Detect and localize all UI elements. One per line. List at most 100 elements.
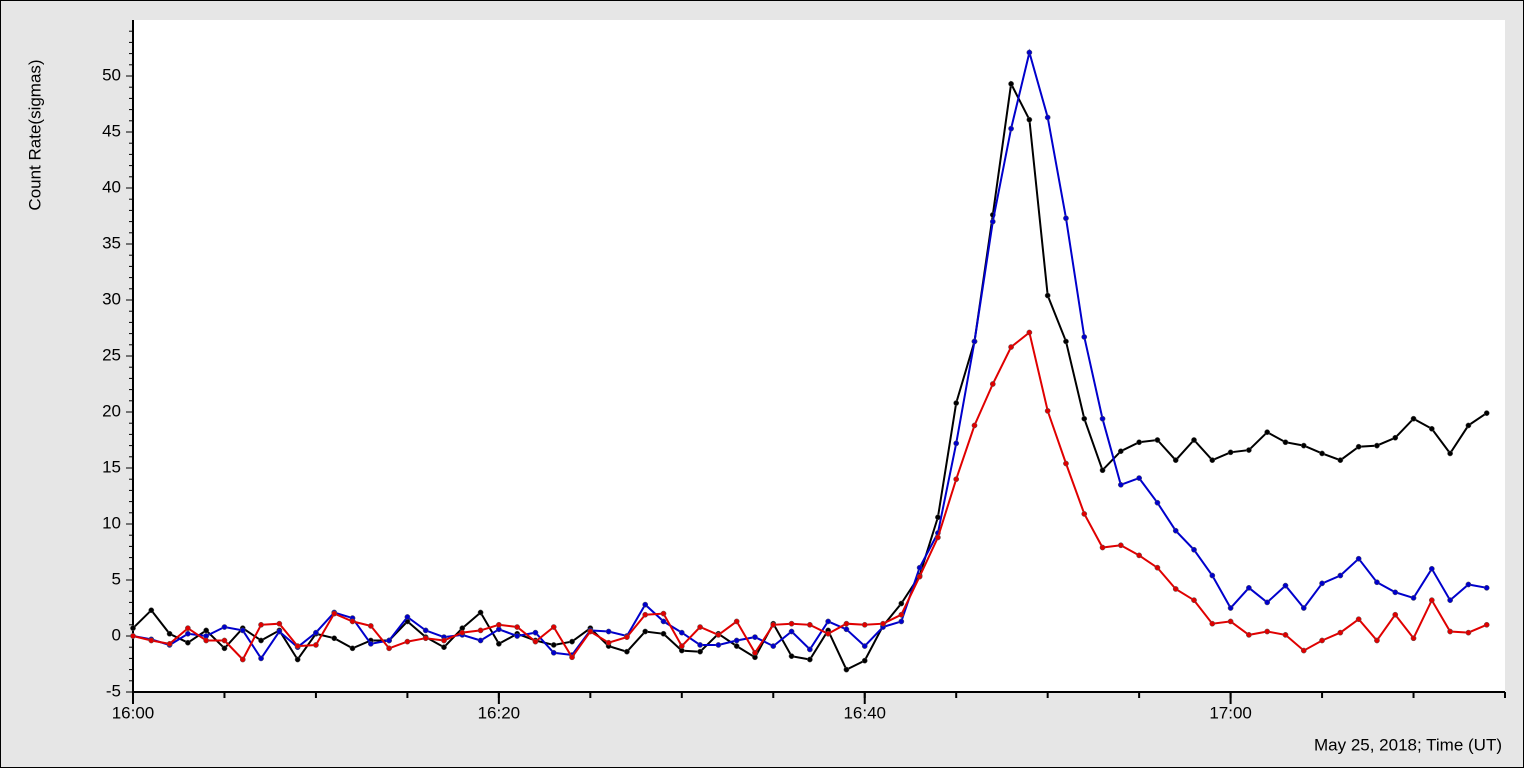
data-point	[1392, 434, 1399, 441]
data-point	[605, 628, 612, 635]
data-point	[989, 218, 996, 225]
data-point	[807, 656, 813, 663]
data-point	[331, 610, 338, 617]
data-point	[935, 534, 941, 541]
x-tick-label: 16:40	[843, 703, 886, 722]
data-point	[660, 618, 667, 625]
data-point	[1136, 552, 1142, 559]
data-point	[276, 620, 283, 627]
data-point	[148, 607, 155, 614]
data-point	[788, 653, 795, 660]
data-point	[221, 645, 228, 652]
data-point	[258, 655, 264, 662]
data-point	[733, 618, 740, 625]
y-tick-label: 10	[102, 513, 121, 532]
data-point	[1026, 116, 1033, 123]
data-point	[880, 620, 886, 627]
data-point	[1465, 629, 1472, 636]
data-point	[514, 633, 521, 639]
data-point	[514, 624, 521, 630]
data-point	[331, 635, 338, 642]
data-point	[770, 621, 777, 628]
data-point	[825, 630, 831, 637]
data-point	[1483, 584, 1490, 591]
y-tick-label: 5	[112, 569, 121, 588]
data-point	[1483, 410, 1490, 416]
data-point	[1172, 586, 1179, 592]
data-point	[1191, 437, 1197, 443]
data-point	[807, 646, 813, 653]
data-point	[733, 637, 740, 644]
data-point	[569, 638, 575, 645]
data-point	[624, 648, 630, 655]
data-point	[1465, 581, 1472, 588]
data-point	[166, 640, 173, 647]
data-point	[276, 628, 283, 635]
data-point	[1355, 616, 1362, 623]
y-tick-label: 50	[102, 65, 121, 84]
data-point	[258, 621, 264, 628]
data-point	[697, 624, 703, 630]
data-point	[1264, 599, 1271, 606]
data-point	[624, 634, 630, 640]
data-point	[550, 649, 557, 656]
data-point	[477, 637, 484, 644]
data-point	[843, 666, 850, 673]
data-point	[1227, 605, 1234, 611]
data-point	[422, 635, 429, 642]
x-tick-label: 16:20	[478, 703, 521, 722]
data-point	[1410, 595, 1417, 601]
data-point	[550, 642, 557, 648]
data-point	[678, 629, 685, 636]
data-point	[1063, 215, 1069, 222]
data-point	[203, 637, 210, 644]
data-point	[313, 642, 319, 648]
data-point	[642, 611, 649, 618]
data-point	[1465, 422, 1472, 429]
data-point	[1209, 620, 1216, 627]
x-axis-label: May 25, 2018; Time (UT)	[1314, 735, 1502, 754]
data-point	[953, 400, 960, 406]
data-point	[861, 657, 868, 664]
data-point	[1410, 635, 1417, 642]
data-point	[313, 629, 319, 636]
data-point	[1227, 449, 1234, 456]
data-point	[477, 627, 484, 634]
data-point	[1117, 448, 1124, 455]
data-point	[752, 634, 758, 640]
data-point	[1355, 443, 1362, 450]
data-point	[788, 620, 795, 627]
x-tick-label: 17:00	[1209, 703, 1252, 722]
data-point	[861, 643, 868, 649]
data-point	[1154, 564, 1161, 571]
data-point	[1282, 632, 1289, 638]
data-point	[678, 643, 685, 649]
data-point	[898, 618, 905, 625]
data-point	[916, 573, 923, 580]
data-point	[1081, 334, 1088, 340]
data-point	[349, 645, 356, 652]
data-point	[807, 621, 813, 628]
data-point	[1099, 544, 1106, 551]
data-point	[367, 623, 374, 629]
data-point	[1063, 338, 1069, 345]
data-point	[1337, 629, 1344, 636]
data-point	[642, 628, 649, 635]
data-point	[367, 640, 374, 647]
y-tick-label: 30	[102, 289, 121, 308]
data-point	[258, 637, 264, 644]
data-point	[898, 611, 905, 618]
data-point	[989, 381, 996, 387]
data-point	[1246, 632, 1252, 638]
data-point	[916, 564, 923, 571]
data-point	[1337, 572, 1344, 579]
data-point	[239, 627, 246, 634]
data-point	[441, 637, 447, 644]
y-tick-label: 15	[102, 457, 121, 476]
data-point	[1282, 439, 1289, 446]
data-point	[1008, 125, 1014, 132]
data-point	[1264, 628, 1271, 635]
data-point	[1191, 546, 1197, 553]
